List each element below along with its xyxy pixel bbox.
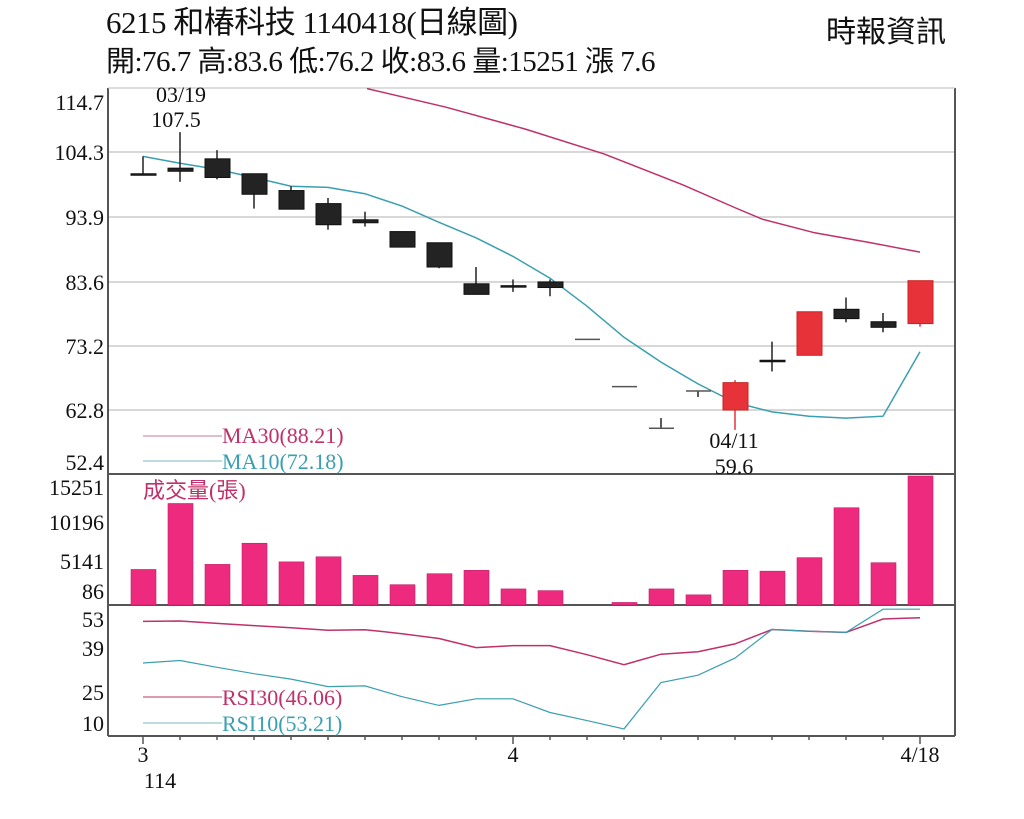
candle (722, 380, 749, 430)
candle (796, 311, 823, 356)
volume-bar (463, 570, 490, 606)
volume-label: 成交量(張) (143, 478, 246, 503)
volume-bar (907, 475, 934, 606)
svg-text:59.6: 59.6 (715, 454, 754, 479)
volume-bars (130, 475, 934, 606)
price-axis-labels: 114.7 104.3 93.9 83.6 73.2 62.8 52.4 (55, 90, 105, 475)
candle (686, 390, 711, 397)
svg-text:10196: 10196 (49, 510, 104, 535)
candle (500, 279, 527, 292)
volume-bar (426, 573, 453, 606)
volume-bar (315, 556, 342, 606)
candle (870, 313, 897, 333)
volume-bar (167, 503, 194, 606)
volume-bar (685, 594, 712, 606)
candle (352, 211, 379, 227)
candle (130, 156, 157, 176)
volume-axis-labels: 15251 10196 5141 86 (49, 475, 104, 604)
svg-text:86: 86 (82, 579, 104, 604)
svg-text:5141: 5141 (60, 549, 104, 574)
candle (759, 341, 786, 372)
volume-bar (278, 561, 305, 606)
svg-text:4: 4 (508, 742, 519, 767)
volume-bar (537, 590, 564, 606)
svg-text:73.2: 73.2 (66, 334, 105, 359)
volume-bar (796, 557, 823, 606)
brand-label: 時報資訊 (826, 15, 946, 50)
ma10-line (142, 155, 921, 419)
candle (204, 150, 231, 180)
candle (575, 338, 600, 341)
candle (241, 173, 268, 209)
svg-text:114.7: 114.7 (55, 90, 104, 115)
x-axis-labels: 3 114 4 4/18 (138, 742, 940, 793)
svg-text:83.6: 83.6 (66, 270, 105, 295)
rsi30-line (142, 617, 921, 666)
svg-text:93.9: 93.9 (66, 205, 105, 230)
svg-text:104.3: 104.3 (55, 140, 105, 165)
volume-bar (611, 602, 638, 606)
volume-bar (759, 570, 786, 606)
candle (315, 198, 342, 230)
candlesticks (130, 132, 934, 430)
rsi10-line (142, 608, 920, 730)
ma30-line (366, 87, 921, 253)
volume-bar (870, 562, 897, 606)
volume-bar (833, 507, 860, 606)
candle (649, 418, 674, 430)
volume-bar (352, 575, 379, 606)
x-axis-ticks (142, 736, 921, 744)
svg-text:62.8: 62.8 (66, 398, 105, 423)
svg-text:53: 53 (82, 607, 104, 632)
price-grid (108, 151, 955, 411)
rsi-axis-labels: 53 39 25 10 (82, 607, 104, 736)
volume-bar (241, 542, 268, 606)
svg-text:10: 10 (82, 711, 104, 736)
low-annotation: 04/11 59.6 (709, 428, 758, 479)
volume-bar (204, 564, 231, 606)
ma10-legend-label: MA10(72.18) (222, 449, 344, 474)
svg-text:107.5: 107.5 (151, 107, 201, 132)
volume-bar (389, 584, 416, 606)
candle (463, 267, 490, 295)
ma-legend: MA30(88.21) MA10(72.18) (143, 423, 344, 474)
svg-text:3: 3 (138, 742, 149, 767)
candle (426, 242, 453, 269)
svg-text:25: 25 (82, 680, 104, 705)
candle (389, 231, 416, 248)
candle (833, 297, 860, 323)
volume-bar (500, 588, 527, 606)
chart-title: 6215 和椿科技 1140418(日線圖) (106, 5, 518, 40)
svg-text:03/19: 03/19 (156, 82, 206, 107)
candle (907, 280, 934, 327)
candle (278, 186, 305, 210)
rsi-legend: RSI30(46.06) RSI10(53.21) (143, 685, 342, 736)
candle (167, 132, 194, 182)
rsi30-legend-label: RSI30(46.06) (222, 685, 342, 710)
volume-bar (722, 570, 749, 606)
panel-frames (107, 87, 956, 737)
volume-bar (648, 588, 675, 606)
svg-text:114: 114 (144, 768, 176, 793)
candle (612, 385, 637, 388)
svg-text:4/18: 4/18 (900, 742, 939, 767)
svg-text:15251: 15251 (49, 475, 104, 500)
ohlc-summary: 開:76.7 高:83.6 低:76.2 收:83.6 量:15251 漲 7.… (106, 46, 656, 78)
volume-bar (130, 569, 157, 606)
rsi10-legend-label: RSI10(53.21) (222, 711, 342, 736)
candle (537, 279, 564, 297)
svg-text:52.4: 52.4 (66, 450, 105, 475)
high-annotation: 03/19 107.5 (151, 82, 206, 132)
svg-text:39: 39 (82, 636, 104, 661)
ma30-legend-label: MA30(88.21) (222, 423, 344, 448)
svg-text:04/11: 04/11 (709, 428, 758, 453)
